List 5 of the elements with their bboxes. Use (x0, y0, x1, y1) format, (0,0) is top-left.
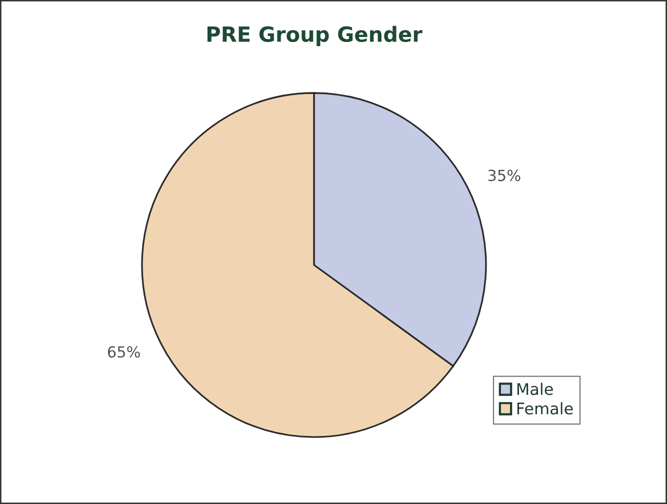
legend-label: Female (517, 402, 573, 415)
legend-label: Male (517, 382, 553, 396)
chart-title: PRE Group Gender (207, 26, 422, 46)
data-label: 65% (108, 346, 140, 358)
data-label: 35% (488, 170, 520, 182)
